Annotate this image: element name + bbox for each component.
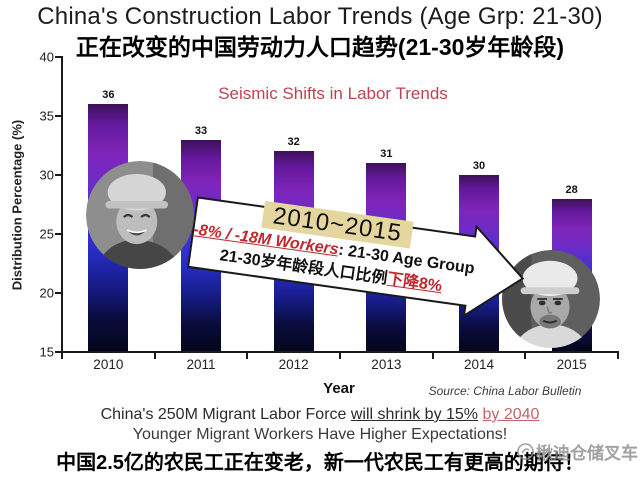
bar-value-2014: 30 bbox=[472, 160, 486, 172]
footer-line1-red: by 2040 bbox=[482, 406, 540, 423]
title-english: China's Construction Labor Trends (Age G… bbox=[37, 3, 603, 30]
bar-value-2015: 28 bbox=[565, 183, 578, 196]
y-tick-label-25: 25 bbox=[39, 226, 54, 242]
y-tick-mark-25 bbox=[55, 233, 61, 235]
x-tick-label-2013: 2013 bbox=[371, 357, 402, 372]
x-tick-mark-4 bbox=[431, 353, 434, 359]
source-note: Source: China Labor Bulletin bbox=[428, 384, 582, 398]
x-tick-label-2010: 2010 bbox=[93, 357, 124, 372]
x-axis-line bbox=[61, 351, 619, 353]
young-worker-photo bbox=[86, 161, 194, 269]
y-tick-label-20: 20 bbox=[39, 285, 54, 301]
callout-arrow: 2010~2015 -8% / -18M Workers: 21-30 Age … bbox=[186, 186, 532, 324]
bar-value-2010: 36 bbox=[102, 89, 115, 102]
chart-subtitle: Seismic Shifts in Labor Trends bbox=[218, 84, 448, 103]
footer-line-2: Younger Migrant Workers Have Higher Expe… bbox=[132, 426, 508, 443]
x-tick-label-2015: 2015 bbox=[556, 357, 587, 372]
footer-line-3: 中国2.5亿的农民工正在变老，新一代农民工有更高的期待！ bbox=[56, 452, 584, 474]
y-tick-label-30: 30 bbox=[39, 167, 54, 183]
x-tick-mark-1 bbox=[153, 353, 156, 359]
title-chinese: 正在改变的中国劳动力人口趋势(21-30岁年龄段) bbox=[75, 34, 565, 60]
x-tick-mark-3 bbox=[339, 353, 341, 359]
y-axis-label: Distribution Percentage (%) bbox=[9, 119, 25, 291]
x-tick-mark-0 bbox=[61, 353, 63, 359]
footer-line1-underlined: will shrink by 15% bbox=[350, 406, 479, 423]
footer-line-1: China's 250M Migrant Labor Force will sh… bbox=[0, 406, 640, 424]
y-tick-label-40: 40 bbox=[39, 49, 54, 65]
y-tick-label-35: 35 bbox=[39, 108, 54, 124]
y-tick-mark-20 bbox=[55, 292, 61, 294]
y-tick-label-15: 15 bbox=[39, 344, 54, 360]
x-tick-label-2011: 2011 bbox=[186, 357, 216, 372]
young-worker-illustration bbox=[86, 161, 194, 269]
x-tick-label-2012: 2012 bbox=[278, 357, 309, 372]
x-tick-mark-5 bbox=[524, 353, 527, 359]
y-tick-mark-30 bbox=[55, 174, 61, 176]
footer-line1-black: China's 250M Migrant Labor Force bbox=[100, 406, 347, 423]
callout-chinese-red: 下降8% bbox=[386, 270, 444, 296]
y-axis-line bbox=[61, 56, 63, 353]
bar-value-2012: 32 bbox=[287, 136, 300, 149]
y-tick-mark-15 bbox=[55, 351, 61, 353]
old-worker-illustration bbox=[502, 250, 600, 348]
bar-value-2013: 31 bbox=[380, 148, 393, 161]
x-tick-label-2014: 2014 bbox=[463, 357, 495, 372]
watermark-text: 楸迪仓储叉车 bbox=[536, 444, 638, 463]
watermark-logo-icon bbox=[517, 443, 534, 460]
x-tick-mark-2 bbox=[246, 353, 249, 359]
bar-value-2011: 33 bbox=[194, 124, 208, 137]
x-axis-title: Year bbox=[323, 380, 355, 397]
y-tick-mark-40 bbox=[55, 56, 61, 58]
y-tick-mark-35 bbox=[55, 115, 61, 117]
old-worker-photo bbox=[502, 250, 600, 348]
x-tick-mark-6 bbox=[617, 353, 619, 359]
watermark: 楸迪仓储叉车 bbox=[517, 439, 638, 464]
